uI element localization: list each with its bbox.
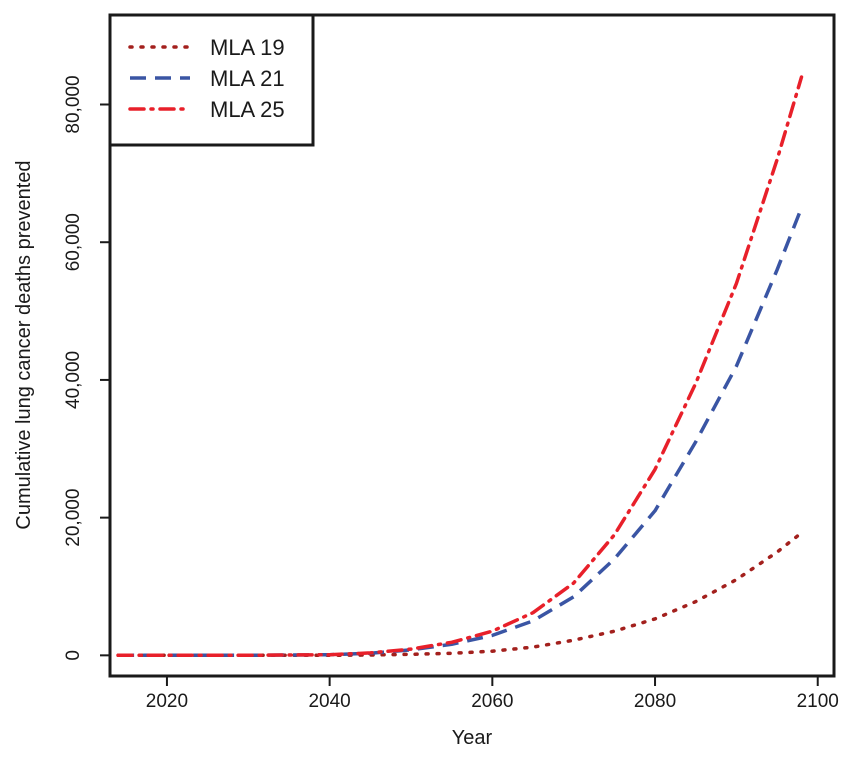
series-line-3: [116, 75, 804, 658]
y-tick-label: 80,000: [63, 75, 84, 133]
y-tick-label: 60,000: [63, 213, 84, 271]
legend-label-3: MLA 25: [210, 97, 285, 122]
x-tick-label: 2080: [634, 691, 676, 712]
legend-label-1: MLA 19: [210, 35, 285, 60]
legend-entries: MLA 19 MLA 21 MLA 25: [128, 35, 285, 122]
plot-frame: [108, 13, 836, 678]
y-tick-label: 20,000: [63, 489, 84, 547]
x-tick-label: 2060: [471, 691, 513, 712]
legend-label-2: MLA 21: [210, 66, 285, 91]
axis-layer: 2020 2040 2060 2080 2100 0 20,000 40,000 60,000 8…: [63, 75, 839, 712]
x-tick-label: 2020: [146, 691, 188, 712]
series-layer: [116, 75, 804, 658]
x-axis-title: Year: [452, 727, 493, 749]
legend-box: [108, 13, 315, 147]
legend: MLA 19 MLA 21 MLA 25: [108, 13, 315, 147]
series-line-1: [116, 531, 804, 658]
y-tick-label: 40,000: [63, 351, 84, 409]
x-tick-label: 2100: [797, 691, 839, 712]
series-line-2: [118, 207, 804, 658]
y-tick-label: 0: [63, 650, 84, 661]
x-tick-label: 2040: [308, 691, 350, 712]
y-axis-title: Cumulative lung cancer deaths prevented: [13, 160, 35, 529]
